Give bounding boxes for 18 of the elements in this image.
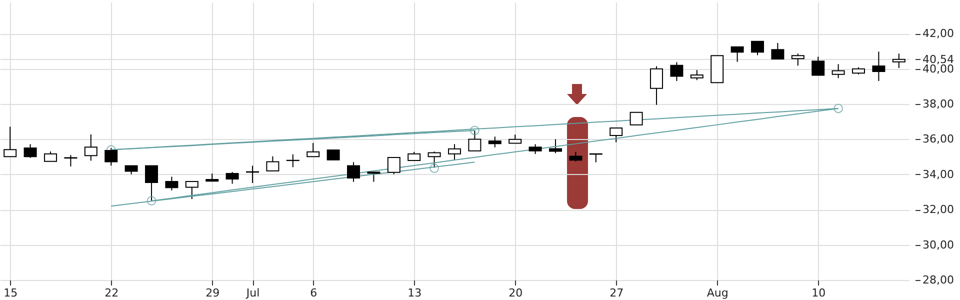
x-tick-label: Jul (245, 286, 260, 300)
x-tick-label: 6 (310, 286, 318, 300)
y-tick-label: 38,00 (922, 98, 954, 111)
x-tick-label: 20 (508, 286, 523, 300)
y-tick-label: 42,00 (922, 27, 954, 40)
y-tick-label: 32,00 (922, 203, 954, 216)
y-tick-label: 40,54 (922, 52, 954, 66)
x-tick-label: 15 (4, 286, 18, 300)
y-tick-label: 34,00 (922, 168, 954, 181)
x-tick-label: 13 (408, 286, 422, 300)
y-tick-label: 36,00 (922, 132, 954, 146)
x-tick-label: 27 (610, 286, 624, 300)
x-tick-label: Aug (706, 286, 728, 300)
x-tick-label: 10 (812, 286, 826, 300)
y-tick-label: 30,00 (922, 238, 954, 252)
y-tick-label: 28,00 (922, 274, 954, 286)
x-tick-label: 22 (104, 286, 119, 300)
x-tick-label: 29 (206, 286, 220, 300)
